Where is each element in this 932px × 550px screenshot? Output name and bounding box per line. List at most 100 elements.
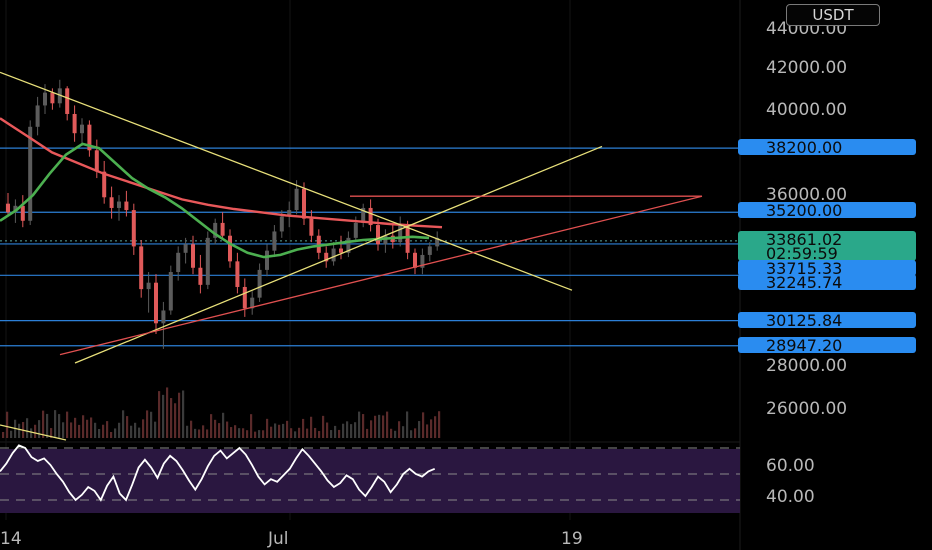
rsi-tick-60: 60.00 — [766, 456, 815, 476]
price-tick-42000: 42000.00 — [766, 58, 847, 78]
volume-bar — [434, 416, 437, 438]
candle — [198, 267, 203, 285]
volume-bar — [202, 425, 205, 438]
volume-bar — [334, 425, 337, 438]
volume-bar — [382, 415, 385, 438]
candle — [220, 222, 225, 236]
candle — [413, 252, 417, 268]
volume-bar — [314, 427, 317, 438]
volume-bar — [30, 428, 33, 438]
volume-bar — [178, 392, 181, 438]
candle — [405, 225, 410, 253]
volume-bar — [294, 431, 297, 438]
candle — [420, 254, 425, 268]
volume-bar — [102, 424, 105, 438]
volume-bar — [214, 419, 217, 438]
volume-bar — [82, 415, 85, 438]
price-axis[interactable]: 44000.00 42000.00 40000.00 36000.00 2800… — [738, 19, 916, 507]
time-axis[interactable]: 14 Jul 19 — [0, 529, 583, 549]
price-pane[interactable] — [0, 0, 741, 550]
candle — [146, 282, 151, 290]
volume-bar — [46, 413, 49, 438]
rsi-band — [0, 449, 740, 513]
currency-button[interactable]: USDT — [786, 4, 880, 26]
volume-bar — [126, 416, 129, 438]
level-badge-35200[interactable] — [738, 202, 916, 218]
volume-bar — [190, 420, 193, 438]
candle — [257, 269, 262, 298]
volume-bar — [2, 432, 5, 438]
volume-bar — [322, 415, 325, 438]
candle — [383, 235, 388, 245]
volume-bar — [426, 424, 429, 438]
volume-bar — [414, 428, 417, 438]
volume-bar — [278, 424, 281, 438]
candle — [398, 225, 403, 243]
candle — [183, 244, 188, 253]
volume-bar — [50, 428, 53, 438]
candle — [368, 207, 373, 226]
volume-bar — [54, 410, 57, 438]
level-badge-38200[interactable] — [738, 139, 916, 155]
volume-bar — [282, 423, 285, 438]
candle — [279, 216, 284, 232]
level-badge-33715[interactable] — [738, 260, 916, 276]
candle — [265, 250, 269, 270]
volume-bar — [342, 423, 345, 438]
candle — [117, 201, 121, 208]
volume-bar — [26, 418, 29, 438]
volume-bar — [258, 430, 261, 438]
volume-bar — [438, 411, 441, 438]
volume-bar — [226, 421, 229, 438]
volume-bar — [106, 421, 109, 438]
candle — [294, 188, 299, 211]
candle — [72, 113, 77, 134]
volume-bar — [346, 421, 349, 438]
volume-bar — [166, 387, 169, 438]
last-price-badge[interactable] — [738, 231, 916, 261]
volume-bar — [118, 422, 121, 438]
volume-bars — [2, 387, 441, 438]
candle — [131, 210, 136, 247]
volume-bar — [318, 431, 321, 438]
volume-bar — [150, 411, 153, 438]
volume-bar — [362, 414, 365, 438]
volume-bar — [230, 427, 233, 438]
level-badge-30125[interactable] — [738, 312, 916, 328]
level-badge-32245[interactable] — [738, 274, 916, 290]
candle — [87, 124, 92, 151]
candle — [205, 237, 210, 285]
level-badge-28947[interactable] — [738, 337, 916, 353]
volume-bar — [402, 426, 405, 438]
volume-bar — [270, 426, 273, 438]
volume-bar — [74, 417, 77, 438]
volume-bar — [158, 391, 161, 438]
price-tick-28000: 28000.00 — [766, 356, 847, 376]
candle — [109, 197, 114, 208]
volume-bar — [66, 411, 69, 438]
rsi-pane[interactable] — [0, 444, 740, 513]
candle — [168, 272, 173, 311]
candle — [35, 105, 40, 127]
candle — [191, 244, 195, 268]
trendlines[interactable] — [0, 71, 703, 441]
volume-bar — [174, 403, 177, 438]
volume-bar — [38, 420, 41, 438]
candle — [65, 88, 70, 114]
volume-bar — [310, 416, 313, 438]
volume-bar — [98, 429, 101, 438]
volume-bar — [182, 390, 185, 438]
candle-countdown: 02:59:59 — [766, 244, 838, 263]
ma-slow-line — [0, 117, 443, 229]
level-label-28947: 28947.20 — [766, 336, 842, 355]
volume-bar — [398, 421, 401, 438]
volume-bar — [430, 419, 433, 438]
candle — [242, 286, 247, 309]
volume-bar — [354, 422, 357, 438]
candle — [124, 201, 129, 211]
candle — [154, 282, 158, 324]
volume-bar — [206, 429, 209, 438]
candle — [94, 150, 99, 172]
volume-bar — [218, 423, 221, 438]
